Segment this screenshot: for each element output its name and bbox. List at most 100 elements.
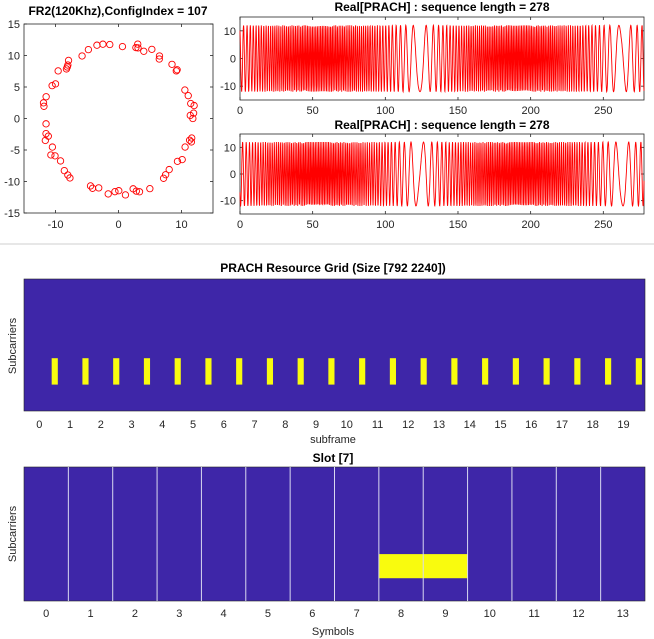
- real-prach-plot-2: Real[PRACH] : sequence length = 278 0 50 1…: [220, 118, 645, 231]
- constellation-point: [155, 55, 163, 63]
- constellation-point: [86, 182, 95, 190]
- x-tick-label: 100: [376, 105, 394, 117]
- real-prach-2-series: [239, 140, 645, 208]
- x-tick-label: 200: [521, 105, 539, 117]
- prach-allocation: [143, 358, 151, 385]
- constellation-point: [184, 92, 192, 100]
- x-tick-label: 150: [449, 105, 467, 117]
- constellation-point: [173, 157, 182, 165]
- x-tick-label: 11: [372, 419, 383, 431]
- constellation-point: [106, 40, 114, 49]
- constellation-point: [185, 136, 194, 144]
- x-tick-label: 4: [221, 608, 227, 620]
- real-prach-2-title: Real[PRACH] : sequence length = 278: [334, 118, 549, 132]
- constellation-point: [148, 45, 156, 54]
- slot-plot: Slot [7] 0 1 2 3 4 5 6 7 8 9 10 11 12 13 Symbols Subc…: [7, 451, 646, 638]
- constellation-title: FR2(120Khz),ConfigIndex = 107: [28, 4, 207, 18]
- prach-allocation: [236, 358, 243, 385]
- resource-grid-xlabel: subframe: [310, 434, 356, 446]
- y-tick-label: 10: [224, 26, 236, 38]
- resource-grid-ylabel: Subcarriers: [7, 317, 19, 374]
- prach-allocation: [328, 358, 335, 385]
- resource-grid-plot: PRACH Resource Grid (Size [792 2240]) 0 1…: [7, 261, 646, 446]
- constellation-point: [181, 143, 189, 151]
- y-tick-label: 10: [8, 51, 20, 63]
- constellation-point: [56, 157, 65, 165]
- constellation-point: [135, 188, 144, 196]
- x-tick-label: 10: [341, 419, 353, 431]
- constellation-point: [181, 86, 189, 94]
- x-tick-label: 3: [176, 608, 182, 620]
- constellation-point: [111, 188, 119, 196]
- x-tick-label: 8: [282, 419, 288, 431]
- constellation-point: [189, 109, 198, 117]
- constellation-point: [159, 174, 168, 182]
- real-prach-1-title: Real[PRACH] : sequence length = 278: [334, 0, 549, 14]
- constellation-point: [146, 185, 154, 193]
- x-tick-label: 0: [237, 219, 243, 231]
- x-tick-label: 16: [525, 419, 537, 431]
- constellation-point: [115, 187, 123, 195]
- real-prach-plot-1: Real[PRACH] : sequence length = 278 0 50 1…: [220, 0, 645, 117]
- resource-grid-image: [23, 278, 646, 412]
- constellation-point: [60, 166, 68, 175]
- constellation-point: [188, 134, 196, 142]
- x-tick-label: 0: [115, 219, 121, 231]
- constellation-point: [173, 66, 181, 74]
- x-tick-label: 1: [67, 419, 73, 431]
- constellation-point: [48, 82, 56, 90]
- y-tick-label: -10: [220, 81, 236, 93]
- prach-allocation: [482, 358, 489, 385]
- prach-allocation: [82, 358, 89, 385]
- x-tick-label: 2: [132, 608, 138, 620]
- y-tick-label: -5: [10, 145, 20, 157]
- x-tick-label: 50: [307, 105, 319, 117]
- x-tick-label: 5: [190, 419, 196, 431]
- prach-allocation: [635, 358, 642, 385]
- constellation-point: [39, 99, 48, 107]
- constellation-point: [66, 174, 74, 182]
- prach-allocation: [574, 358, 581, 385]
- constellation-point: [48, 143, 57, 151]
- prach-allocation: [389, 358, 396, 385]
- y-tick-label: 5: [14, 82, 20, 94]
- y-tick-label: 10: [224, 142, 236, 154]
- constellation-point: [132, 43, 140, 52]
- y-tick-label: 0: [14, 114, 20, 126]
- prach-allocation: [113, 358, 120, 385]
- prach-allocation: [420, 358, 427, 385]
- x-tick-label: 10: [484, 608, 496, 620]
- constellation-point: [42, 120, 50, 128]
- constellation-point: [63, 63, 71, 71]
- constellation-point: [161, 171, 170, 179]
- constellation-point: [187, 138, 196, 146]
- constellation-point: [168, 60, 176, 69]
- x-tick-label: 250: [594, 219, 612, 231]
- prach-allocation: [359, 358, 366, 385]
- constellation-point: [78, 52, 86, 60]
- x-tick-label: 10: [175, 219, 187, 231]
- prach-allocation: [266, 358, 274, 385]
- constellation-point: [118, 42, 127, 51]
- x-tick-label: 18: [587, 419, 599, 431]
- constellation-point: [42, 93, 50, 101]
- constellation-point: [51, 152, 59, 160]
- prach-allocation: [51, 358, 58, 385]
- x-tick-label: 13: [433, 419, 445, 431]
- x-tick-label: 19: [617, 419, 629, 431]
- x-tick-label: 0: [237, 105, 243, 117]
- x-tick-label: 0: [36, 419, 42, 431]
- prach-allocation: [605, 358, 612, 385]
- x-tick-label: 150: [449, 219, 467, 231]
- constellation-point: [84, 45, 93, 54]
- constellation-plot: FR2(120Khz),ConfigIndex = 107 -10 0 10 -15 -…: [4, 4, 214, 231]
- constellation-point: [187, 99, 195, 108]
- x-tick-label: 12: [572, 608, 584, 620]
- prach-allocation: [543, 358, 550, 385]
- x-tick-label: 6: [309, 608, 315, 620]
- x-tick-label: 11: [528, 608, 539, 620]
- x-tick-label: 6: [221, 419, 227, 431]
- y-tick-label: 0: [230, 169, 236, 181]
- x-tick-label: 15: [494, 419, 506, 431]
- x-tick-label: 12: [402, 419, 414, 431]
